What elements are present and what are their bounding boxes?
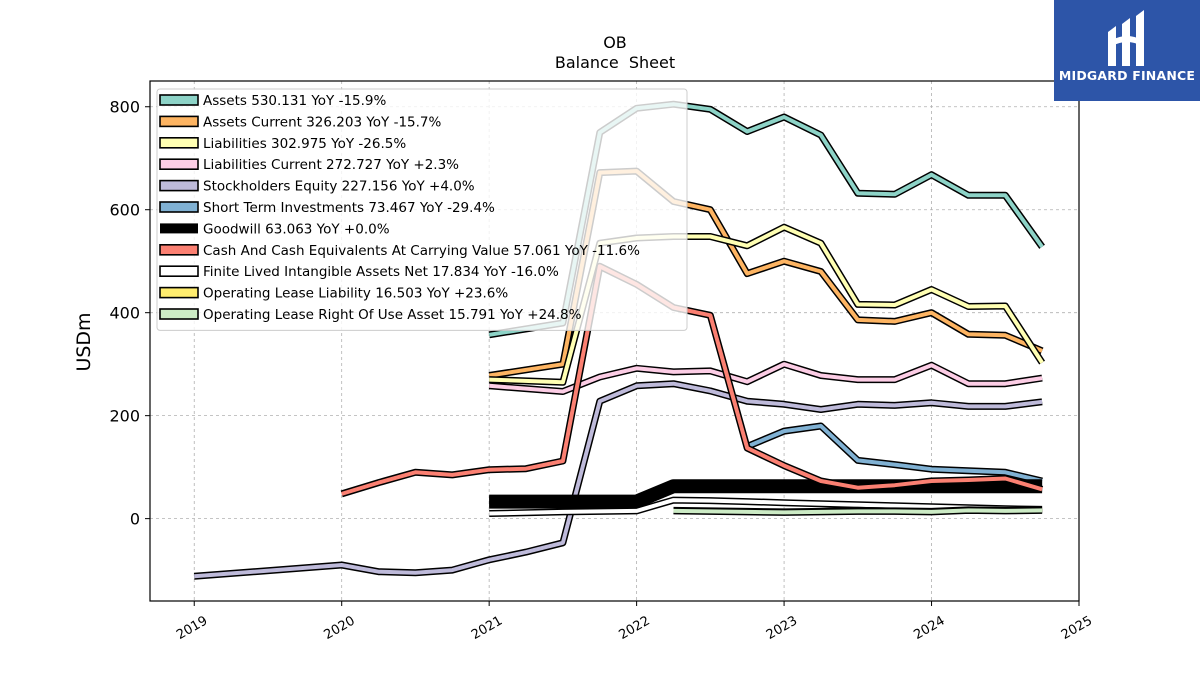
legend-label: Liabilities 302.975 YoY -26.5% [203, 136, 406, 152]
legend-label: Operating Lease Right Of Use Asset 15.79… [203, 307, 582, 323]
brand-logo: MIDGARD FINANCE [1054, 0, 1200, 101]
series-4 [193, 380, 1043, 580]
series-3 [488, 360, 1043, 395]
legend-item: Operating Lease Right Of Use Asset 15.79… [159, 307, 582, 323]
legend-label: Goodwill 63.063 YoY +0.0% [203, 221, 390, 237]
legend-swatch [159, 244, 199, 256]
y-axis-label: USDm [73, 312, 95, 371]
legend-label: Operating Lease Liability 16.503 YoY +23… [203, 286, 508, 302]
legend-item: Finite Lived Intangible Assets Net 17.83… [159, 264, 559, 280]
plot-frame [149, 80, 1080, 602]
legend-item: Liabilities Current 272.727 YoY +2.3% [159, 157, 459, 173]
series-6 [489, 479, 1043, 509]
legend-label: Cash And Cash Equivalents At Carrying Va… [203, 243, 640, 259]
legend-item: Assets 530.131 YoY -15.9% [159, 93, 387, 109]
y-tick-label: 400 [109, 304, 140, 323]
legend-item: Stockholders Equity 227.156 YoY +4.0% [159, 179, 475, 195]
series-10 [673, 506, 1043, 516]
series-line [489, 362, 1043, 394]
series-line [341, 264, 1043, 496]
brand-name: MIDGARD FINANCE [1058, 68, 1196, 83]
legend-label: Assets 530.131 YoY -15.9% [203, 93, 387, 109]
legend-item: Operating Lease Liability 16.503 YoY +23… [159, 286, 508, 302]
series-line [194, 381, 1043, 579]
series-line [489, 480, 1043, 508]
legend-swatch [159, 286, 199, 299]
legend-item: Assets Current 326.203 YoY -15.7% [159, 114, 442, 130]
series-line [673, 508, 1043, 515]
legend-box [156, 88, 688, 331]
legend-item: Cash And Cash Equivalents At Carrying Va… [159, 243, 640, 259]
legend-swatch [159, 201, 199, 213]
legend: Assets 530.131 YoY -15.9% Assets Current … [156, 88, 688, 331]
legend-label: Stockholders Equity 227.156 YoY +4.0% [203, 179, 475, 195]
legend-swatch [159, 137, 199, 149]
chart-subtitle: Balance Sheet [555, 53, 675, 72]
series-7 [340, 262, 1044, 498]
legend-item: Liabilities 302.975 YoY -26.5% [159, 136, 406, 152]
legend-item: Short Term Investments 73.467 YoY -29.4% [159, 200, 495, 216]
legend-swatch [159, 179, 199, 192]
series-5 [745, 422, 1043, 485]
legend-swatch [160, 223, 198, 234]
y-tick-label: 200 [109, 407, 140, 426]
y-tick-label: 600 [109, 201, 140, 220]
legend-label: Liabilities Current 272.727 YoY +2.3% [203, 157, 459, 173]
y-tick-label: 0 [130, 510, 140, 529]
legend-label: Short Term Investments 73.467 YoY -29.4% [203, 200, 495, 216]
legend-swatch [159, 265, 199, 278]
legend-swatch [159, 115, 199, 128]
legend-label: Assets Current 326.203 YoY -15.7% [203, 114, 442, 130]
legend-swatch [159, 308, 199, 320]
legend-swatch [159, 94, 199, 106]
chart-title: OB [603, 33, 627, 52]
y-tick-label: 800 [109, 98, 140, 117]
brand-mark-icon [1108, 10, 1144, 66]
legend-label: Finite Lived Intangible Assets Net 17.83… [203, 264, 559, 280]
series-line [746, 424, 1043, 483]
legend-item: Goodwill 63.063 YoY +0.0% [160, 221, 390, 237]
legend-swatch [159, 158, 199, 170]
